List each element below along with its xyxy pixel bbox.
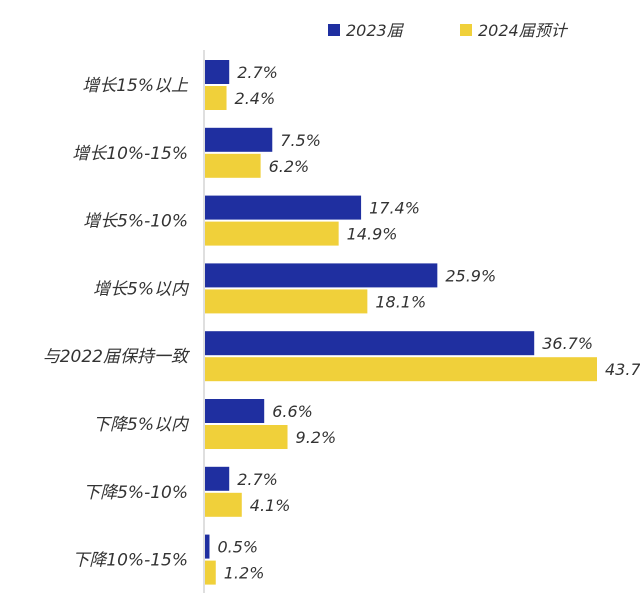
data-label: 6.6% <box>272 402 313 421</box>
category-label: 与2022届保持一致 <box>43 347 191 367</box>
data-label: 25.9% <box>445 266 496 285</box>
category-label: 下降5%以内 <box>93 415 190 435</box>
data-label: 9.2% <box>296 428 337 447</box>
data-label: 1.2% <box>224 564 265 583</box>
category-label: 下降5%-10% <box>83 483 188 503</box>
bars <box>205 60 597 585</box>
data-label: 4.1% <box>250 496 291 515</box>
category-label: 增长5%以内 <box>93 279 190 299</box>
bar-series-1 <box>205 60 230 84</box>
bar-series-1 <box>205 331 535 356</box>
data-label: 14.9% <box>347 225 398 244</box>
category-label: 下降10%-15% <box>72 551 188 571</box>
data-label: 43.7% <box>605 360 640 379</box>
data-labels: 2.7% 2.4% 7.5% 6.2% 17.4% 14.9% 25.9% 18.1% 36.7… <box>217 63 640 583</box>
category-label: 增长15%以上 <box>82 76 189 96</box>
bar-series-1 <box>205 127 273 152</box>
bar-series-1 <box>205 466 230 491</box>
legend-swatch <box>460 24 472 36</box>
category-label: 增长10%-15% <box>72 144 188 164</box>
data-label: 6.2% <box>269 157 310 176</box>
bar-series-2 <box>205 289 368 314</box>
bar-series-2 <box>205 492 242 517</box>
bar-series-1 <box>205 195 362 220</box>
data-label: 0.5% <box>217 538 258 557</box>
data-label: 18.1% <box>375 292 426 311</box>
legend-label: 2024届预计 <box>478 21 569 40</box>
category-label: 增长5%-10% <box>83 212 188 232</box>
legend: 2023届 2024届预计 <box>328 21 569 40</box>
bar-series-2 <box>205 153 261 178</box>
bar-series-1 <box>205 263 438 288</box>
bar-series-2 <box>205 86 227 110</box>
legend-label: 2023届 <box>346 21 405 40</box>
data-label: 36.7% <box>542 334 593 353</box>
legend-swatch <box>328 24 340 36</box>
bar-series-2 <box>205 221 339 246</box>
bar-series-2 <box>205 357 597 382</box>
data-label: 2.7% <box>237 470 278 489</box>
data-label: 17.4% <box>369 199 420 218</box>
bar-series-1 <box>205 534 210 559</box>
bar-series-1 <box>205 399 265 423</box>
data-label: 7.5% <box>280 131 321 150</box>
data-label: 2.4% <box>235 89 276 108</box>
bar-series-2 <box>205 425 288 449</box>
data-label: 2.7% <box>237 63 278 82</box>
bar-series-2 <box>205 560 216 585</box>
